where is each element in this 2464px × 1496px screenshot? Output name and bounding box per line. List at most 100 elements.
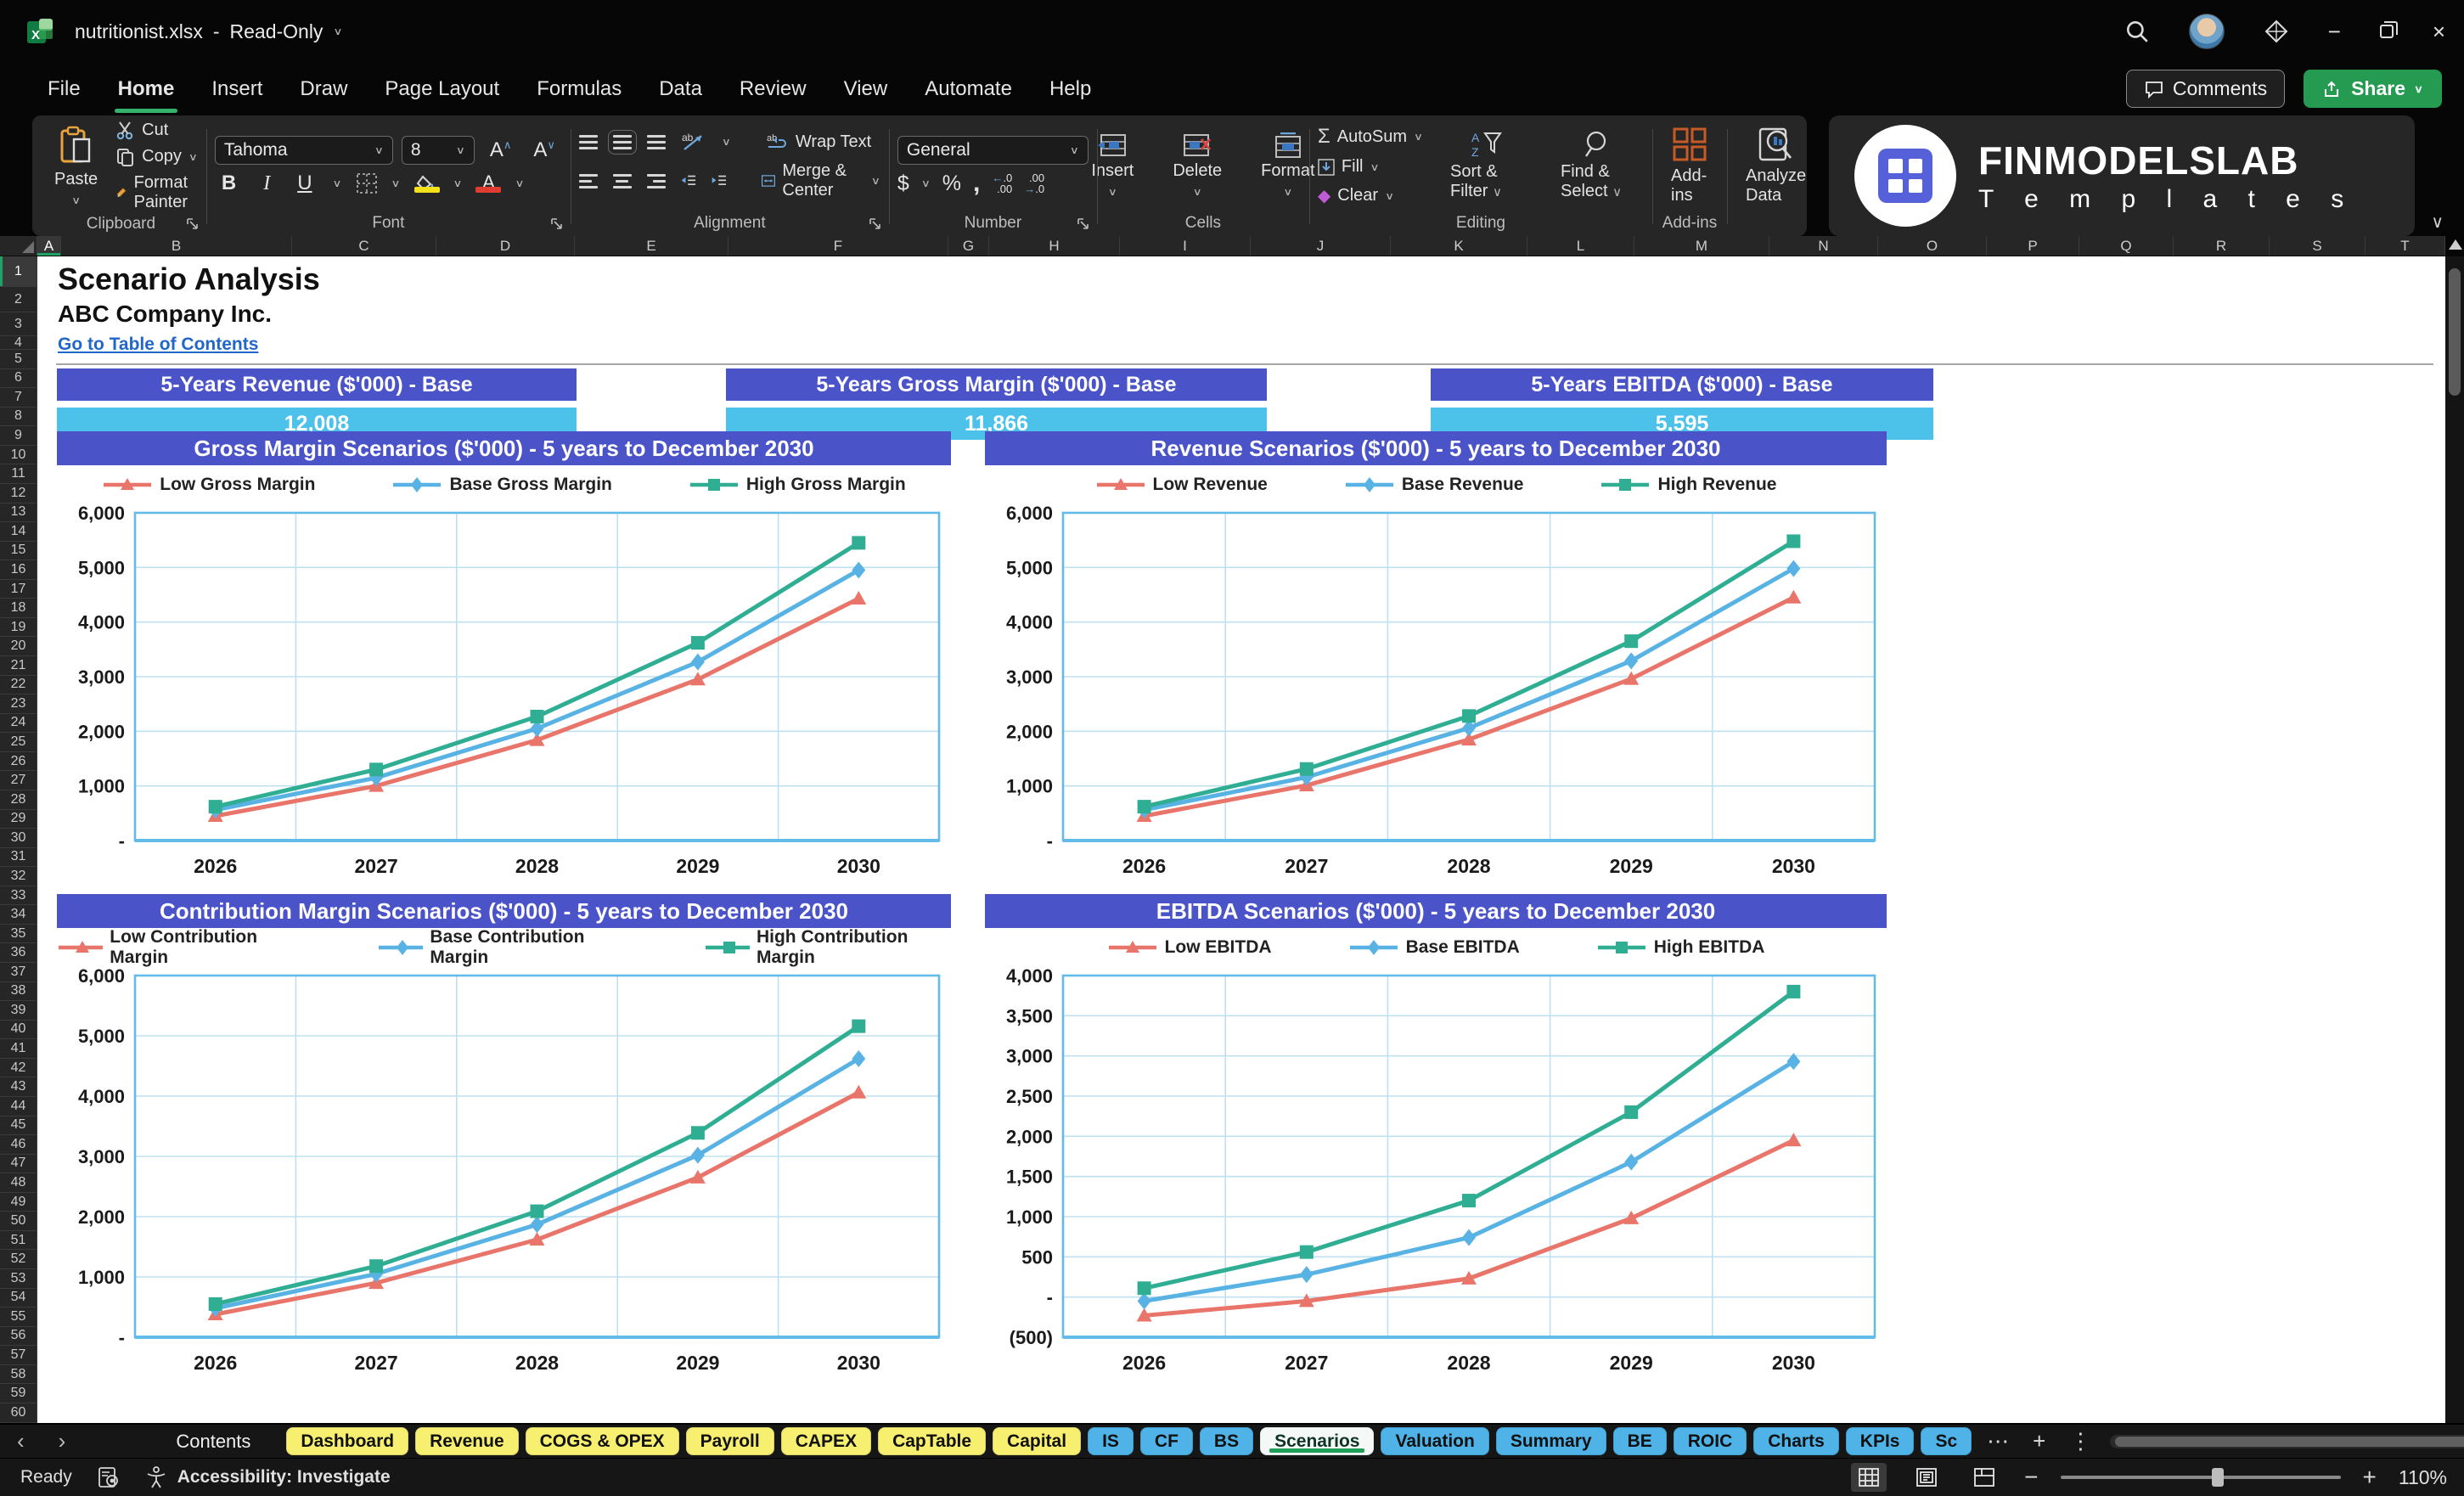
align-right-button[interactable] bbox=[646, 173, 666, 188]
zoom-slider[interactable] bbox=[2060, 1468, 2341, 1487]
insert-dropdown-icon[interactable]: ∨ bbox=[1107, 186, 1117, 198]
collapse-ribbon-icon[interactable]: ∨ bbox=[2431, 213, 2444, 232]
sheet-tab-cf[interactable]: CF bbox=[1139, 1427, 1193, 1455]
sort-dropdown-icon[interactable]: ∨ bbox=[1493, 185, 1502, 200]
row-header-14[interactable]: 14 bbox=[0, 522, 37, 542]
sheet-tab-kpis[interactable]: KPIs bbox=[1845, 1427, 1915, 1455]
column-header-O[interactable]: O bbox=[1878, 236, 1987, 256]
fill-color-button[interactable] bbox=[413, 174, 440, 193]
column-header-Q[interactable]: Q bbox=[2079, 236, 2174, 256]
insert-cells-button[interactable]: Insert ∨ bbox=[1081, 129, 1144, 203]
worksheet[interactable]: Scenario Analysis ABC Company Inc. Go to… bbox=[37, 256, 2445, 1423]
row-header-59[interactable]: 59 bbox=[0, 1384, 37, 1403]
font-size-select[interactable]: 8 ∨ bbox=[401, 136, 475, 165]
row-header-52[interactable]: 52 bbox=[0, 1250, 37, 1269]
column-header-R[interactable]: R bbox=[2174, 236, 2270, 256]
account-avatar[interactable] bbox=[2188, 14, 2225, 49]
clear-dropdown-icon[interactable]: ∨ bbox=[1385, 190, 1395, 202]
row-header-11[interactable]: 11 bbox=[0, 464, 37, 484]
row-header-36[interactable]: 36 bbox=[0, 943, 37, 963]
row-header-56[interactable]: 56 bbox=[0, 1326, 37, 1347]
new-sheet-icon[interactable]: + bbox=[2033, 1428, 2046, 1454]
row-header-19[interactable]: 19 bbox=[0, 617, 37, 638]
ribbon-tab-formulas[interactable]: Formulas bbox=[537, 77, 622, 100]
align-left-button[interactable] bbox=[578, 173, 598, 188]
sheet-tab-payroll[interactable]: Payroll bbox=[685, 1427, 774, 1455]
column-header-B[interactable]: B bbox=[61, 236, 292, 256]
row-header-30[interactable]: 30 bbox=[0, 829, 37, 848]
number-dialog-launcher[interactable] bbox=[1077, 217, 1090, 231]
font-color-dropdown-icon[interactable]: ∨ bbox=[515, 177, 525, 190]
row-header-34[interactable]: 34 bbox=[0, 905, 37, 925]
autosum-button[interactable]: Σ AutoSum ∨ bbox=[1317, 125, 1423, 148]
ribbon-tab-page-layout[interactable]: Page Layout bbox=[385, 77, 500, 100]
clipboard-dialog-launcher[interactable] bbox=[186, 217, 200, 231]
sheet-tab-charts[interactable]: Charts bbox=[1753, 1427, 1839, 1455]
ribbon-tab-home[interactable]: Home bbox=[99, 69, 194, 113]
row-header-45[interactable]: 45 bbox=[0, 1116, 37, 1136]
column-header-J[interactable]: J bbox=[1251, 236, 1391, 256]
sheet-tab-sc[interactable]: Sc bbox=[1921, 1427, 1972, 1455]
orientation-dropdown-icon[interactable]: ∨ bbox=[721, 136, 731, 149]
format-cells-button[interactable]: Format ∨ bbox=[1251, 129, 1325, 203]
analyze-data-button[interactable]: Analyze Data bbox=[1735, 122, 1816, 209]
merge-center-button[interactable]: Merge & Center ∨ bbox=[762, 161, 880, 200]
italic-button[interactable]: I bbox=[263, 172, 271, 194]
row-header-41[interactable]: 41 bbox=[0, 1039, 37, 1059]
percent-button[interactable]: % bbox=[942, 171, 962, 195]
row-header-37[interactable]: 37 bbox=[0, 963, 37, 982]
macro-record-icon[interactable] bbox=[98, 1466, 120, 1488]
increase-indent-button[interactable] bbox=[712, 172, 727, 190]
zoom-in-button[interactable]: + bbox=[2362, 1464, 2377, 1490]
decrease-decimal-button[interactable]: .00 →.0 bbox=[1024, 172, 1045, 195]
row-header-10[interactable]: 10 bbox=[0, 445, 37, 465]
zoom-out-button[interactable]: − bbox=[2024, 1464, 2039, 1490]
row-header-32[interactable]: 32 bbox=[0, 867, 37, 886]
restore-button[interactable] bbox=[2379, 21, 2398, 38]
sheet-tab-is[interactable]: IS bbox=[1088, 1427, 1134, 1455]
currency-dropdown-icon[interactable]: ∨ bbox=[920, 177, 931, 190]
share-button[interactable]: Share ∨ bbox=[2304, 70, 2442, 108]
row-header-15[interactable]: 15 bbox=[0, 541, 37, 561]
fill-button[interactable]: Fill ∨ bbox=[1318, 157, 1423, 177]
zoom-level[interactable]: 110% bbox=[2398, 1465, 2447, 1488]
find-dropdown-icon[interactable]: ∨ bbox=[1612, 185, 1623, 200]
delete-dropdown-icon[interactable]: ∨ bbox=[1192, 186, 1202, 198]
column-header-H[interactable]: H bbox=[989, 236, 1120, 256]
row-header-17[interactable]: 17 bbox=[0, 579, 37, 599]
page-layout-view-button[interactable] bbox=[1909, 1463, 1944, 1492]
row-header-16[interactable]: 16 bbox=[0, 560, 37, 580]
row-header-43[interactable]: 43 bbox=[0, 1077, 37, 1097]
row-header-57[interactable]: 57 bbox=[0, 1346, 37, 1365]
copy-dropdown-icon[interactable]: ∨ bbox=[188, 151, 198, 163]
ribbon-tab-help[interactable]: Help bbox=[1049, 77, 1092, 100]
row-header-48[interactable]: 48 bbox=[0, 1173, 37, 1193]
row-header-28[interactable]: 28 bbox=[0, 790, 37, 810]
row-header-42[interactable]: 42 bbox=[0, 1058, 37, 1078]
row-header-39[interactable]: 39 bbox=[0, 1001, 37, 1021]
sheet-tab-summary[interactable]: Summary bbox=[1495, 1427, 1606, 1455]
row-header-46[interactable]: 46 bbox=[0, 1135, 37, 1155]
row-header-1[interactable]: 1 bbox=[0, 256, 37, 287]
prev-sheet-icon[interactable]: ‹ bbox=[17, 1428, 25, 1454]
row-header-58[interactable]: 58 bbox=[0, 1364, 37, 1385]
row-header-60[interactable]: 60 bbox=[0, 1403, 37, 1423]
horizontal-scrollbar[interactable] bbox=[2110, 1434, 2464, 1448]
number-format-select[interactable]: General ∨ bbox=[897, 135, 1089, 165]
row-header-33[interactable]: 33 bbox=[0, 886, 37, 906]
ribbon-tab-review[interactable]: Review bbox=[739, 77, 807, 100]
sheet-tab-revenue[interactable]: Revenue bbox=[415, 1427, 519, 1455]
sheet-tab-captable[interactable]: CapTable bbox=[878, 1427, 987, 1455]
row-header-3[interactable]: 3 bbox=[0, 312, 37, 336]
underline-dropdown-icon[interactable]: ∨ bbox=[332, 177, 342, 190]
row-header-2[interactable]: 2 bbox=[0, 287, 37, 312]
align-center-button[interactable] bbox=[612, 173, 632, 188]
sheet-tab-scenarios[interactable]: Scenarios bbox=[1260, 1427, 1375, 1455]
row-header-53[interactable]: 53 bbox=[0, 1269, 37, 1289]
sheet-tab-valuation[interactable]: Valuation bbox=[1381, 1427, 1489, 1455]
font-color-button[interactable]: A bbox=[475, 172, 502, 193]
row-header-44[interactable]: 44 bbox=[0, 1096, 37, 1116]
row-header-38[interactable]: 38 bbox=[0, 981, 37, 1002]
table-of-contents-link[interactable]: Go to Table of Contents bbox=[58, 335, 259, 354]
wrap-text-button[interactable]: ab Wrap Text bbox=[766, 132, 872, 151]
